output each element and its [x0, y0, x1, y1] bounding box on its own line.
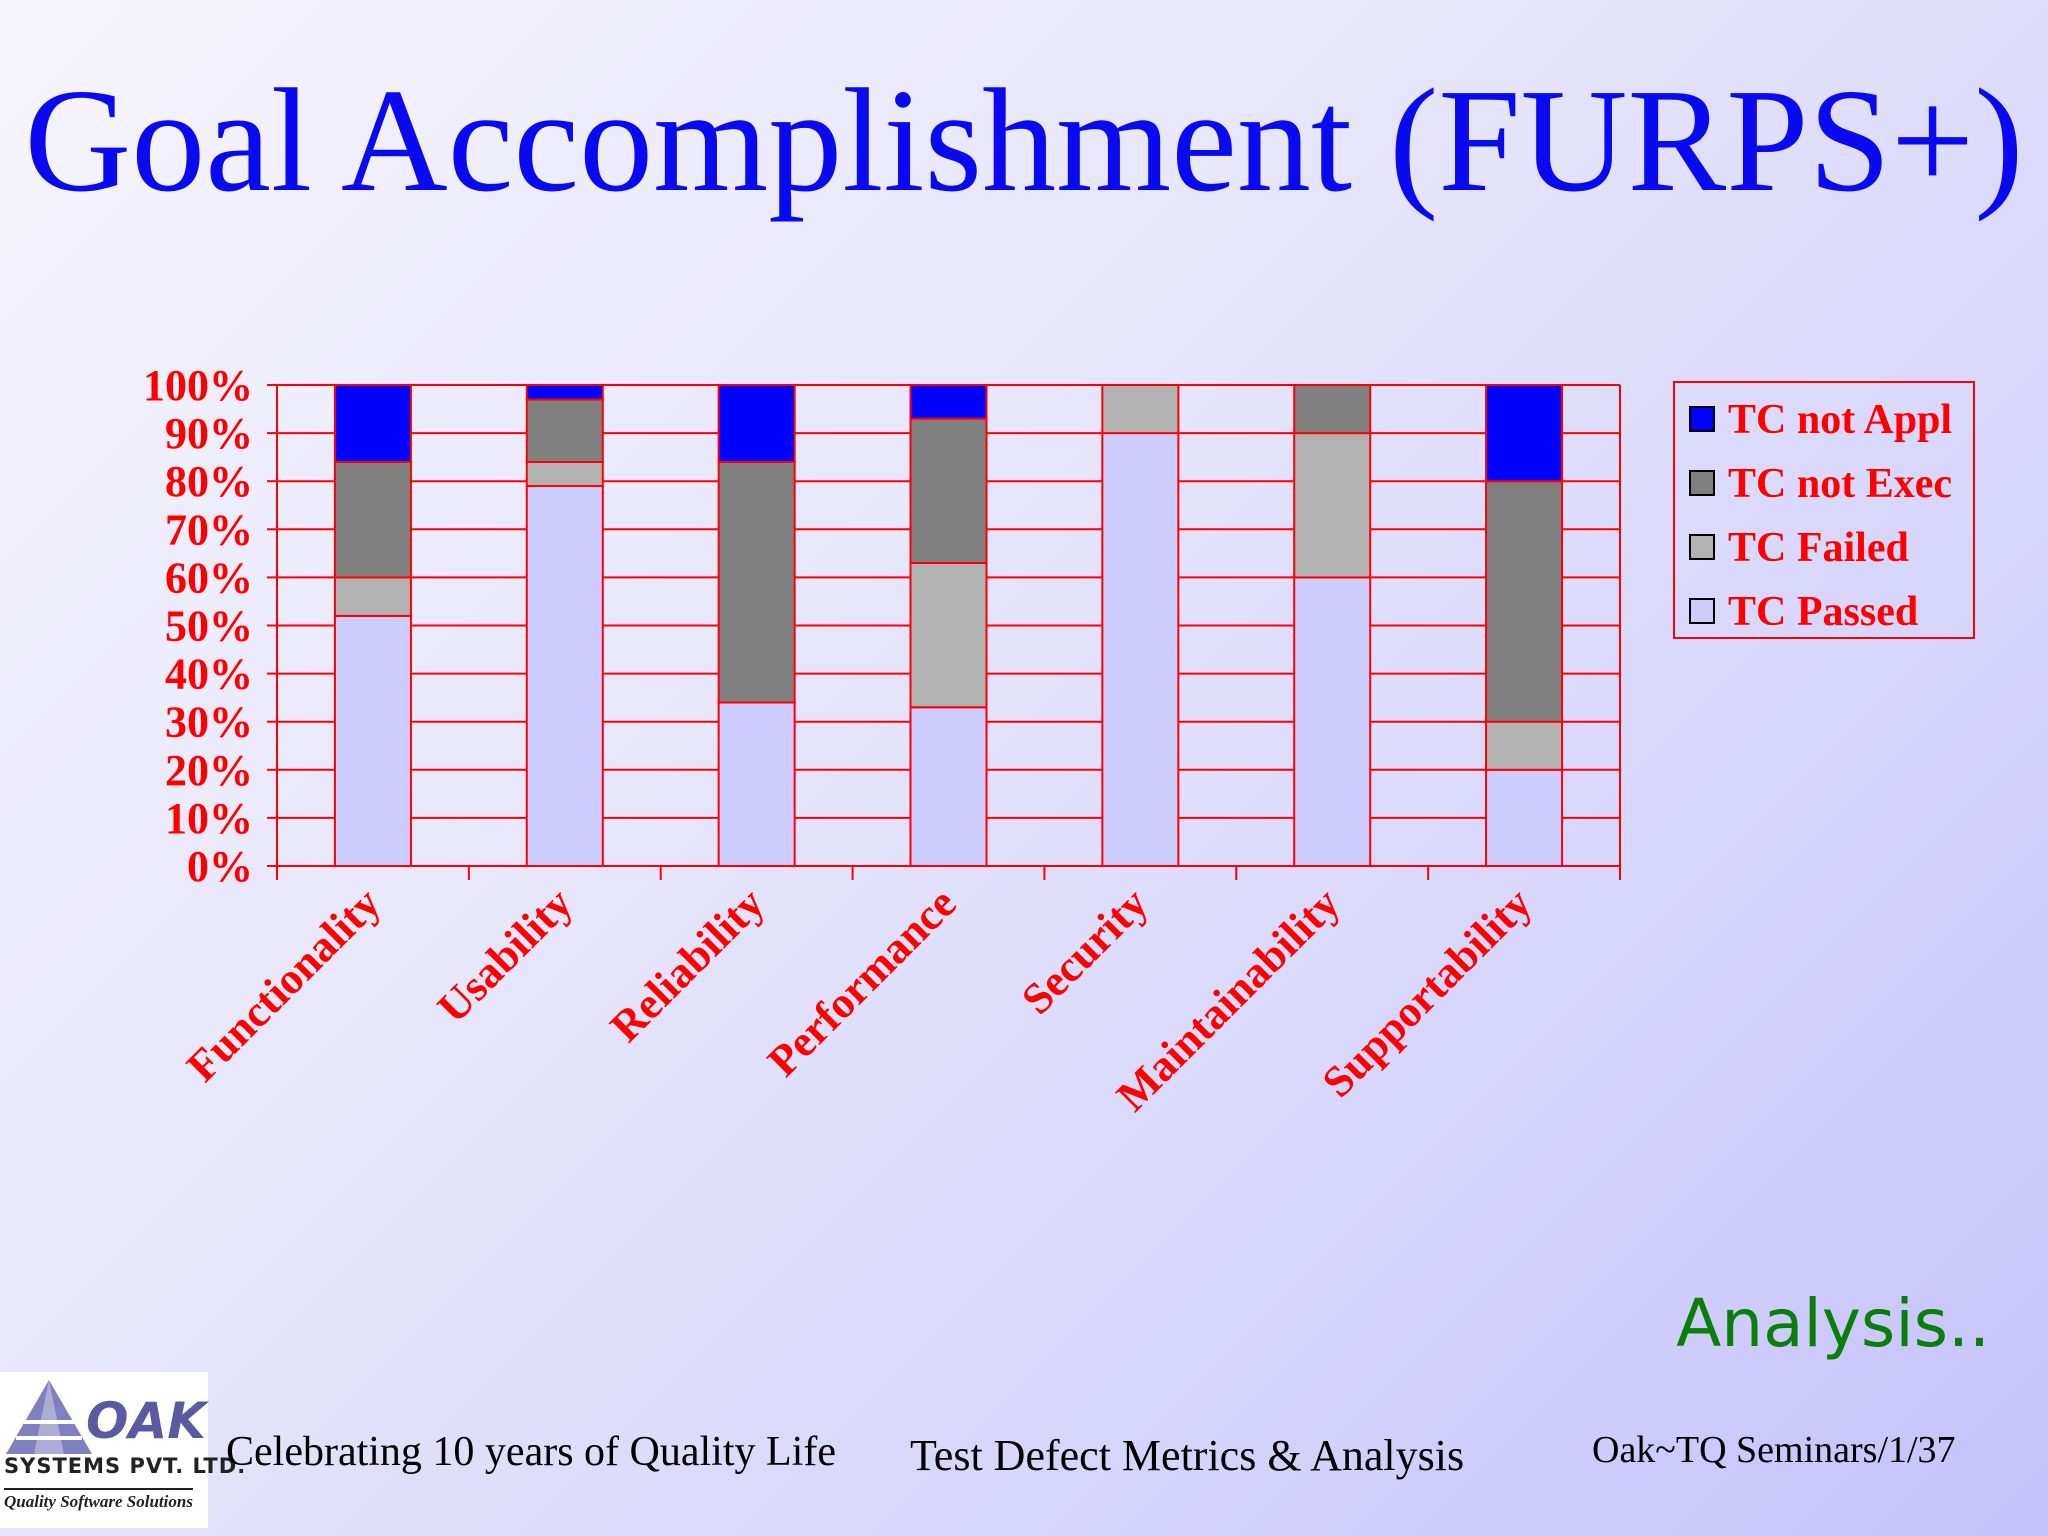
- y-tick-label: 90%: [165, 409, 253, 458]
- category-label: Security: [1012, 878, 1157, 1023]
- bar-segment-tc-passed: [717, 701, 796, 868]
- legend-entry: TC Passed: [1728, 589, 1918, 635]
- company-logo: OAK SYSTEMS PVT. LTD. Quality Software S…: [0, 1372, 245, 1528]
- y-tick-label: 20%: [165, 746, 253, 795]
- bar-segment-tc-not-appl: [717, 384, 796, 463]
- logo-pyramid-icon: [6, 1380, 92, 1454]
- legend-box: [1673, 381, 1975, 639]
- bar-segment-tc-failed: [333, 576, 412, 617]
- bar-segment-tc-not-appl: [525, 384, 604, 401]
- y-tick-label: 80%: [165, 457, 253, 506]
- legend-swatch: [1689, 470, 1715, 496]
- bar-segment-tc-passed: [909, 706, 988, 868]
- category-label: Functionality: [177, 878, 390, 1091]
- chart-plot-area: 0%10%20%30%40%50%60%70%80%90%100% Functio…: [143, 361, 1621, 1121]
- bar-segment-tc-not-exec: [909, 417, 988, 564]
- bar-segment-tc-passed: [1101, 432, 1180, 867]
- y-tick-label: 10%: [165, 794, 253, 843]
- slide-title: Goal Accomplishment (FURPS+): [24, 59, 2024, 223]
- legend-swatch: [1689, 406, 1715, 432]
- bar-segment-tc-failed: [1485, 720, 1564, 771]
- legend-entry: TC not Appl: [1728, 397, 1952, 443]
- stacked-bar-chart: 0%10%20%30%40%50%60%70%80%90%100% Functio…: [143, 361, 1975, 1121]
- y-tick-label: 50%: [165, 602, 253, 651]
- y-tick-label: 70%: [165, 505, 253, 554]
- category-label: Performance: [758, 878, 965, 1085]
- bar-segment-tc-failed: [525, 460, 604, 488]
- y-tick-label: 60%: [165, 553, 253, 602]
- logo-company: SYSTEMS PVT. LTD.: [4, 1454, 247, 1478]
- analysis-label: Analysis..: [1676, 1285, 1990, 1362]
- legend-entry: TC Failed: [1728, 525, 1909, 571]
- legend-swatch: [1689, 534, 1715, 560]
- chart-legend: TC not Appl TC not Exec TC Failed TC Passed: [1673, 381, 1975, 639]
- bar-segment-tc-passed: [1485, 768, 1564, 867]
- bar-segment-tc-passed: [1293, 576, 1372, 868]
- bar-segment-tc-failed: [1101, 384, 1180, 435]
- legend-swatch: [1689, 598, 1715, 624]
- bar-segment-tc-not-exec: [1293, 384, 1372, 435]
- footer-center: Test Defect Metrics & Analysis: [910, 1431, 1465, 1480]
- bar-segment-tc-failed: [1293, 432, 1372, 579]
- footer-right: Oak~TQ Seminars/1/37: [1592, 1429, 1956, 1471]
- bar-segment-tc-passed: [333, 614, 412, 867]
- legend-entry: TC not Exec: [1728, 461, 1952, 507]
- bar-segment-tc-not-exec: [525, 398, 604, 463]
- bar-segment-tc-not-appl: [1485, 384, 1564, 483]
- logo-name: OAK: [86, 1392, 206, 1450]
- category-label: Reliability: [601, 878, 774, 1051]
- y-tick-label: 40%: [165, 650, 253, 699]
- footer-left: Celebrating 10 years of Quality Life: [226, 1429, 836, 1475]
- bar-segment-tc-not-appl: [909, 384, 988, 420]
- y-tick-label: 30%: [165, 698, 253, 747]
- bar-segment-tc-failed: [909, 561, 988, 709]
- logo-tagline: Quality Software Solutions: [4, 1488, 193, 1512]
- bar-segment-tc-not-exec: [717, 460, 796, 704]
- bar-segment-tc-passed: [525, 485, 604, 867]
- bar-segment-tc-not-exec: [1485, 480, 1564, 723]
- bar-segment-tc-not-exec: [333, 460, 412, 579]
- bar-segment-tc-not-appl: [333, 384, 412, 463]
- category-label: Usability: [428, 878, 582, 1032]
- y-tick-label: 0%: [187, 842, 253, 891]
- y-tick-label: 100%: [143, 361, 253, 410]
